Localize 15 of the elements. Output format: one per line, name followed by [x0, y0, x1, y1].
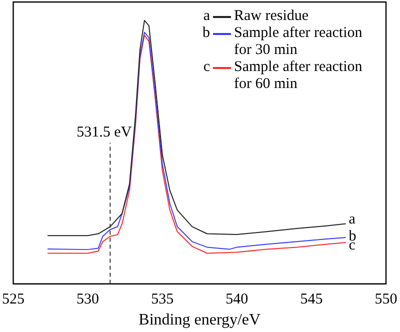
legend-label: b	[202, 25, 210, 42]
text: a	[348, 211, 356, 228]
x-tick-label: 535	[151, 292, 174, 308]
annotation: Sample after reaction for 60 min	[234, 59, 364, 93]
x-tick-label: 545	[300, 292, 323, 308]
legend-label: c	[202, 59, 210, 76]
annotation: Raw residue	[234, 8, 310, 25]
x-tick-label: 550	[374, 292, 398, 308]
ref-line-label: 531.5 eV	[76, 124, 132, 140]
legend-label: a	[202, 8, 210, 25]
x-axis-title: Binding energy/eV	[138, 312, 262, 329]
x-tick-label: 525	[2, 292, 24, 308]
x-tick-label: 540	[226, 292, 248, 308]
annotation: Sample after reaction for 30 min	[234, 25, 364, 59]
x-tick-label: 530	[76, 292, 100, 308]
